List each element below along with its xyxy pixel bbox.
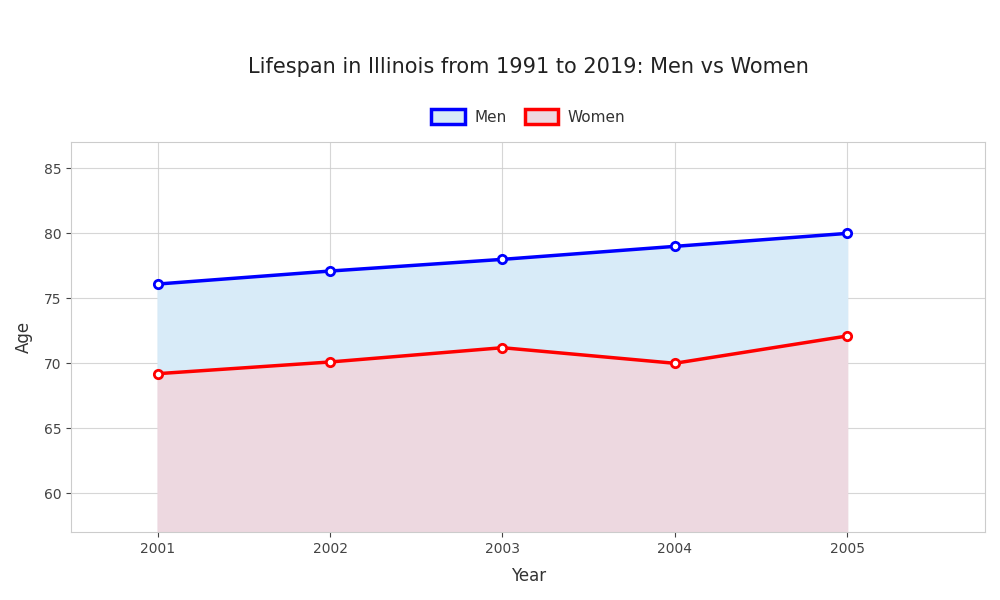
Legend: Men, Women: Men, Women xyxy=(425,103,631,131)
Title: Lifespan in Illinois from 1991 to 2019: Men vs Women: Lifespan in Illinois from 1991 to 2019: … xyxy=(248,57,809,77)
Y-axis label: Age: Age xyxy=(15,321,33,353)
X-axis label: Year: Year xyxy=(511,567,546,585)
